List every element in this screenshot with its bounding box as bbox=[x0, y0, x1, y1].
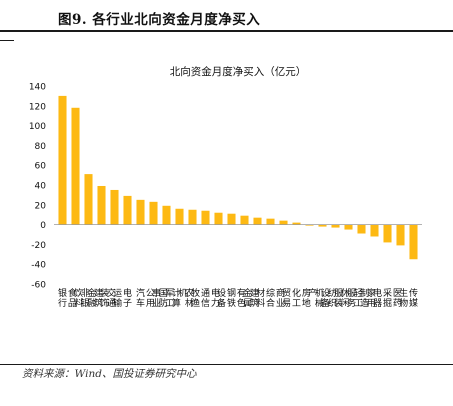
x-tick-label: 医药生物 bbox=[393, 287, 408, 309]
x-tick-label: 建筑装饰 bbox=[94, 287, 109, 309]
bar bbox=[136, 199, 145, 225]
y-tick-label: 40 bbox=[35, 182, 47, 192]
bar bbox=[214, 212, 223, 225]
bar bbox=[266, 218, 275, 225]
x-tick-label: 房地产 bbox=[302, 287, 317, 309]
bar bbox=[188, 209, 197, 225]
x-tick-label: 建筑材料 bbox=[250, 287, 265, 309]
bar bbox=[331, 224, 340, 228]
x-tick-label: 计算机 bbox=[172, 287, 187, 309]
bar bbox=[227, 213, 236, 225]
y-tick-label: 60 bbox=[35, 162, 47, 172]
left-tick-rule bbox=[0, 40, 14, 41]
x-tick-label: 电子 bbox=[123, 287, 132, 309]
y-tick-label: 20 bbox=[35, 201, 47, 211]
x-tick-label: 传媒 bbox=[409, 287, 418, 309]
x-tick-label: 轻工制造 bbox=[354, 287, 369, 309]
bar bbox=[292, 222, 301, 225]
x-tick-label: 国防军工 bbox=[159, 288, 174, 309]
x-tick-label: 汽车 bbox=[136, 287, 145, 309]
x-tick-label: 公用事业 bbox=[146, 287, 161, 309]
bar bbox=[253, 217, 262, 225]
y-tick-label: 0 bbox=[40, 221, 46, 231]
x-tick-label: 农林牧渔 bbox=[185, 287, 200, 309]
figure-title: 图9. 各行业北向资金月度净买入 bbox=[58, 12, 261, 28]
bar bbox=[383, 224, 392, 243]
bar bbox=[110, 189, 119, 225]
x-tick-label: 交通运输 bbox=[107, 287, 122, 309]
bar bbox=[123, 195, 132, 225]
bar bbox=[84, 174, 93, 225]
x-tick-label: 纺织服装 bbox=[328, 287, 343, 309]
bar bbox=[58, 95, 67, 225]
y-tick-label: -40 bbox=[31, 261, 46, 271]
bar bbox=[370, 224, 379, 237]
y-tick-label: 120 bbox=[29, 102, 46, 112]
bar bbox=[162, 205, 171, 225]
bar bbox=[357, 224, 366, 234]
x-tick-label: 综合 bbox=[266, 287, 275, 309]
y-tick-label: -60 bbox=[31, 281, 46, 291]
x-tick-label: 非银金融 bbox=[81, 287, 96, 309]
x-tick-label: 银行 bbox=[58, 287, 67, 309]
bar bbox=[97, 185, 106, 225]
x-tick-label: 商业贸易 bbox=[276, 287, 291, 309]
x-tick-label: 电力设备 bbox=[211, 287, 226, 309]
x-tick-label: 家用电器 bbox=[367, 287, 382, 309]
bottom-rule bbox=[0, 364, 453, 365]
top-rule bbox=[0, 30, 453, 32]
bar bbox=[344, 224, 353, 230]
y-tick-label: 100 bbox=[29, 122, 46, 132]
bar bbox=[396, 224, 405, 246]
x-tick-label: 通信 bbox=[201, 288, 210, 309]
chart-title: 北向资金月度净买入（亿元） bbox=[170, 65, 307, 78]
x-tick-label: 采掘 bbox=[383, 288, 392, 309]
x-tick-label: 钢铁 bbox=[227, 287, 236, 309]
bar bbox=[149, 201, 158, 225]
bar bbox=[409, 224, 418, 260]
bar bbox=[71, 107, 80, 225]
bar bbox=[240, 215, 249, 225]
bar bbox=[201, 210, 210, 225]
y-tick-label: -20 bbox=[31, 241, 46, 251]
x-tick-label: 食品饮料 bbox=[68, 287, 83, 309]
x-tick-label: 化工 bbox=[292, 287, 301, 309]
x-tick-label: 休闲服务 bbox=[341, 287, 356, 309]
x-tick-label: 机械设备 bbox=[315, 287, 330, 309]
y-tick-label: 140 bbox=[29, 83, 46, 93]
x-tick-label: 有色金属 bbox=[237, 287, 252, 309]
source-note: 资料来源：Wind、国投证券研究中心 bbox=[22, 368, 197, 380]
bar bbox=[279, 220, 288, 225]
y-tick-label: 80 bbox=[35, 142, 47, 152]
bar bbox=[318, 224, 327, 227]
bar bbox=[305, 224, 314, 226]
bar bbox=[175, 208, 184, 225]
